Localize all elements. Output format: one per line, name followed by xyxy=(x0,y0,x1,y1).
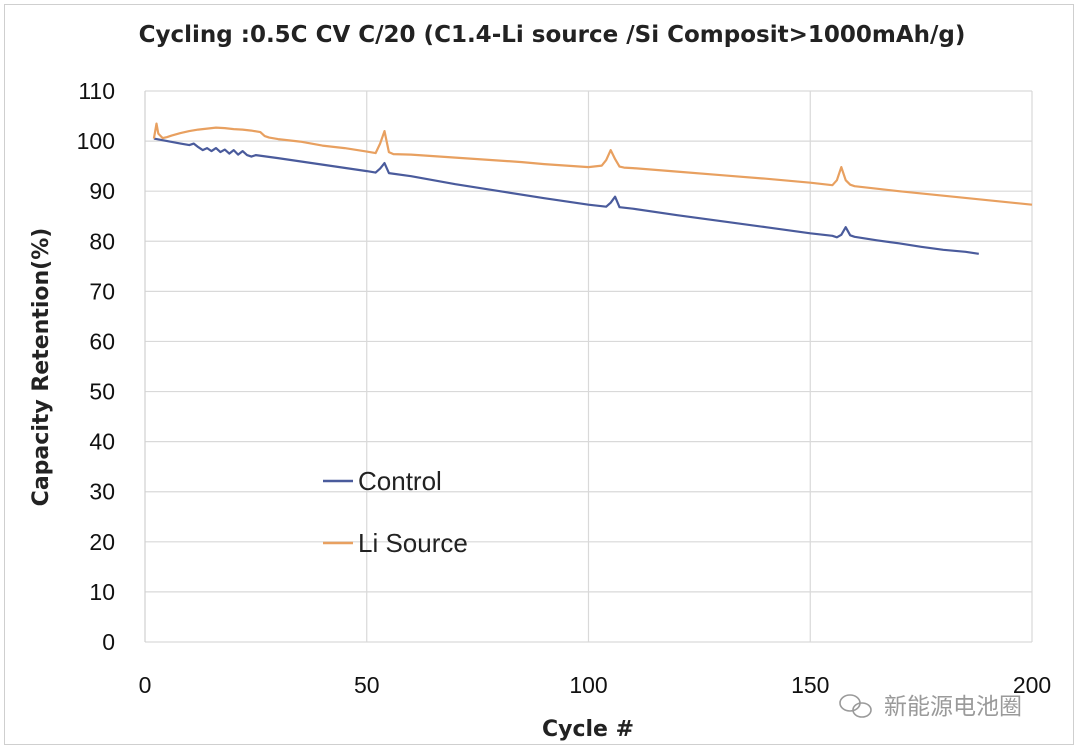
watermark: 新能源电池圈 xyxy=(839,694,1022,720)
x-tick-label: 50 xyxy=(354,672,380,698)
y-tick-label: 50 xyxy=(89,379,115,405)
series-line-control xyxy=(153,137,979,255)
y-tick-label: 10 xyxy=(89,579,115,605)
wechat-icon xyxy=(839,694,872,718)
y-tick-label: 110 xyxy=(78,78,115,104)
y-tick-label: 90 xyxy=(89,178,115,204)
x-axis-ticks: 0 50 100 150 200 xyxy=(139,672,1052,698)
watermark-text: 新能源电池圈 xyxy=(884,694,1022,720)
legend-label-li-source: Li Source xyxy=(358,528,468,558)
y-tick-label: 60 xyxy=(89,328,115,354)
x-tick-label: 0 xyxy=(139,672,152,698)
chart-title: Cycling :0.5C CV C/20 (C1.4-Li source /S… xyxy=(139,22,966,48)
x-tick-label: 100 xyxy=(569,672,607,698)
series-line-li-source xyxy=(152,122,1033,206)
y-tick-label: 100 xyxy=(77,128,115,154)
y-tick-label: 40 xyxy=(89,429,115,455)
x-axis-label: Cycle # xyxy=(542,717,634,742)
x-tick-label: 200 xyxy=(1013,672,1051,698)
x-tick-label: 150 xyxy=(791,672,829,698)
y-tick-label: 30 xyxy=(89,479,115,505)
legend: Control Li Source xyxy=(323,466,468,558)
gridlines xyxy=(144,90,1033,643)
chart-frame xyxy=(4,4,1074,745)
y-tick-label: 80 xyxy=(89,228,115,254)
y-tick-label: 20 xyxy=(89,529,115,555)
y-axis-ticks: 0 10 20 30 40 50 60 70 80 90 100 110 xyxy=(77,78,115,655)
series-lines xyxy=(152,122,1033,255)
y-tick-label: 70 xyxy=(89,278,115,304)
legend-label-control: Control xyxy=(358,466,442,496)
y-axis-label: Capacity Retention(%) xyxy=(29,228,54,507)
y-tick-label: 0 xyxy=(102,629,115,655)
